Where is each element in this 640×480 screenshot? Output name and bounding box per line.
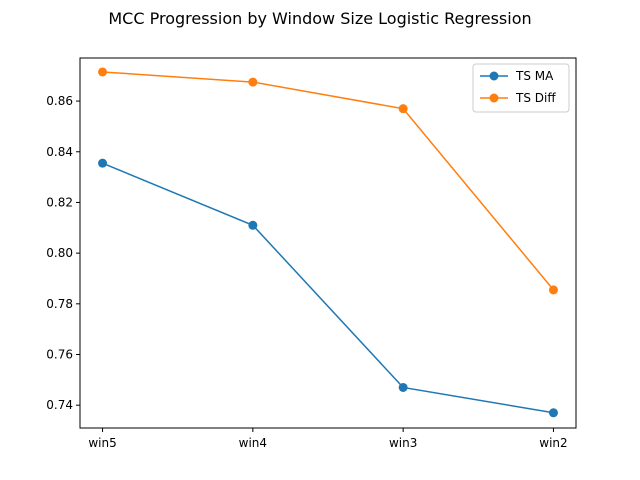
y-tick-label: 0.82 [46,195,73,209]
x-tick-label: win5 [88,436,116,450]
series-layer [98,67,558,418]
y-tick-label: 0.74 [46,398,73,412]
y-tick-label: 0.78 [46,297,73,311]
data-point [548,285,558,295]
data-point [398,104,408,114]
data-point [98,158,108,168]
data-point [548,408,558,418]
series-line [102,162,554,414]
y-tick-label: 0.86 [46,94,73,108]
y-tick-label: 0.80 [46,246,73,260]
data-point [398,382,408,392]
y-tick-label: 0.84 [46,145,73,159]
legend-label: TS Diff [515,91,556,105]
chart-title: MCC Progression by Window Size Logistic … [108,9,531,28]
legend-marker [489,93,499,103]
data-point [248,220,258,230]
y-axis: 0.74 0.76 0.78 0.80 0.82 0.84 0.86 [46,94,80,412]
plot-area [79,57,577,429]
x-axis: win5 win4 win3 win2 [88,428,568,450]
legend: TS MA TS Diff [472,63,570,113]
series-line [102,71,555,291]
legend-marker [489,71,499,81]
x-tick-label: win2 [539,436,567,450]
x-tick-label: win3 [389,436,417,450]
data-point [98,67,108,77]
legend-label: TS MA [515,69,554,83]
x-tick-label: win4 [239,436,267,450]
data-point [248,77,258,87]
y-tick-label: 0.76 [46,348,73,362]
